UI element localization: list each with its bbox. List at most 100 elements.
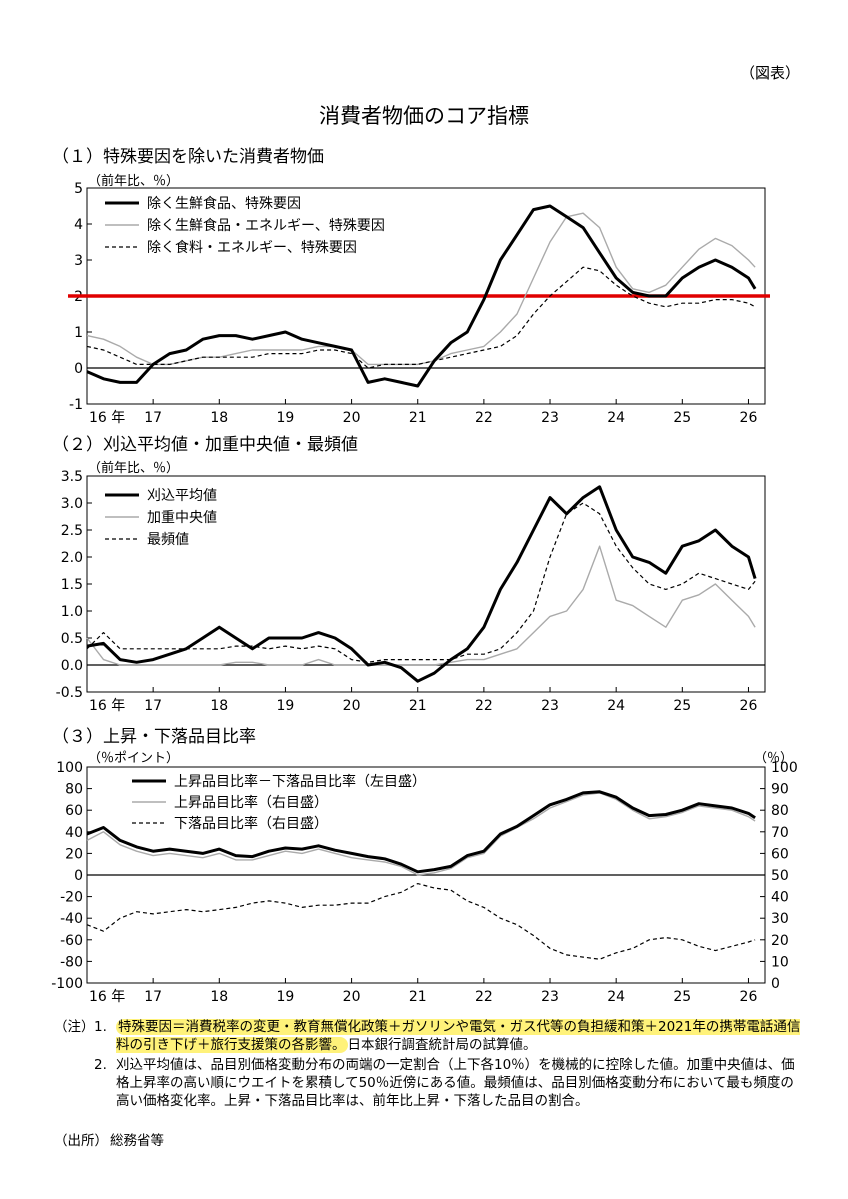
chart-3-xtick-label: 25 xyxy=(673,989,691,1005)
chart-3-ytick-label: -40 xyxy=(60,911,83,927)
chart-2-ytick-label: 3.0 xyxy=(61,496,83,512)
chart-3-legend-label-2: 上昇品目比率（右目盛） xyxy=(174,794,328,811)
chart-1-series-3-line xyxy=(86,266,756,369)
chart-2-series-2-line xyxy=(86,545,756,666)
chart-3-ytick-label: 40 xyxy=(65,825,83,841)
chart-2-legend-label-3: 最頻値 xyxy=(147,532,189,548)
chart-1-legend-label-1: 除く生鮮食品、特殊要因 xyxy=(147,195,301,212)
chart-2-legend-label-1: 刈込平均値 xyxy=(147,488,217,504)
chart-3-ytick-right-label: 80 xyxy=(771,803,789,819)
chart-3-ytick-label: 80 xyxy=(65,782,83,798)
chart-3-ytick-right-label: 60 xyxy=(771,846,789,862)
chart-1-xtick-label: 16 年 xyxy=(89,410,125,426)
chart-2-ytick-label: -0.5 xyxy=(56,685,83,701)
chart-2-xtick-label: 23 xyxy=(541,698,559,714)
figure-tag: （図表） xyxy=(740,64,801,82)
chart-3-series-3-line xyxy=(86,882,756,960)
chart-3-xtick-label: 22 xyxy=(475,989,493,1005)
chart-2-ylabel: （前年比、％） xyxy=(88,460,179,476)
chart-3-xtick-label: 26 xyxy=(740,989,758,1005)
note-1: 特殊要因＝消費税率の変更・教育無償化政策＋ガソリンや電気・ガス代等の負担緩和策＋… xyxy=(116,1018,806,1054)
note-1-number: 1. xyxy=(94,1019,107,1035)
source-label: （出所） xyxy=(54,1133,108,1149)
chart-1-legend-label-3: 除く食料・エネルギー、特殊要因 xyxy=(147,239,357,256)
chart-3-ytick-right-label: 20 xyxy=(771,933,789,949)
chart-1-ytick-label: 1 xyxy=(74,325,83,341)
chart-2-ytick-label: 0.5 xyxy=(61,631,83,647)
chart-2-ytick-label: 1.0 xyxy=(61,604,83,620)
chart-1-legend-label-2: 除く生鮮食品・エネルギー、特殊要因 xyxy=(147,217,385,234)
note-2-number: 2. xyxy=(94,1057,107,1073)
chart-2-legend-label-2: 加重中央値 xyxy=(147,510,217,526)
chart-3-ytick-right-label: 0 xyxy=(771,976,780,992)
chart-3-xtick-label: 19 xyxy=(277,989,295,1005)
notes-label: （注） xyxy=(54,1019,95,1035)
chart-3-xtick-label: 16 年 xyxy=(89,989,125,1005)
chart-1-ytick-label: 5 xyxy=(74,181,83,197)
chart-2-xtick-label: 17 xyxy=(144,698,162,714)
chart-3-ytick-label: 20 xyxy=(65,846,83,862)
chart-1-xtick-label: 19 xyxy=(277,410,295,426)
chart-2-xtick-label: 21 xyxy=(409,698,427,714)
chart-3-ytick-right-label: 30 xyxy=(771,911,789,927)
note-1-text: 日本銀行調査統計局の試算値。 xyxy=(347,1037,537,1053)
chart-3-xtick-label: 17 xyxy=(144,989,162,1005)
chart-2-xtick-label: 22 xyxy=(475,698,493,714)
source-text: 総務省等 xyxy=(110,1133,164,1149)
chart-2-ytick-label: 1.5 xyxy=(61,577,83,593)
chart-3-series-2-line xyxy=(86,792,756,876)
chart-1-ylabel: （前年比、％） xyxy=(88,173,179,189)
chart-1-xtick-label: 17 xyxy=(144,410,162,426)
chart-3-ytick-right-label: 50 xyxy=(771,868,789,884)
chart-1-xtick-label: 23 xyxy=(541,410,559,426)
chart-1-ytick-label: 4 xyxy=(74,217,83,233)
chart-3-ytick-label: -100 xyxy=(51,976,83,992)
chart-1-xtick-label: 24 xyxy=(607,410,625,426)
chart-1-xtick-label: 26 xyxy=(740,410,758,426)
chart-2-xtick-label: 16 年 xyxy=(89,698,125,714)
chart-3-legend-label-1: 上昇品目比率－下落品目比率（左目盛） xyxy=(174,773,426,790)
chart-2-xtick-label: 19 xyxy=(277,698,295,714)
chart-3-ytick-label: -20 xyxy=(60,890,83,906)
chart-1-xtick-label: 20 xyxy=(343,410,361,426)
chart-2-xtick-label: 20 xyxy=(343,698,361,714)
chart-1-xtick-label: 25 xyxy=(673,410,691,426)
chart-2-title: （２）刈込平均値・加重中央値・最頻値 xyxy=(52,435,358,455)
chart-3-ytick-label: -60 xyxy=(60,933,83,949)
chart-3-xtick-label: 23 xyxy=(541,989,559,1005)
chart-3-ylabel-right: （％） xyxy=(754,751,793,766)
chart-1-ytick-label: -1 xyxy=(69,397,83,413)
chart-3-ytick-right-label: 90 xyxy=(771,782,789,798)
chart-2-ytick-label: 0.0 xyxy=(61,658,83,674)
chart-3-xtick-label: 21 xyxy=(409,989,427,1005)
chart-2-ytick-label: 2.0 xyxy=(61,550,83,566)
chart-3-ytick-label: 0 xyxy=(74,868,83,884)
chart-1-series-2-line xyxy=(86,212,756,366)
chart-1-xtick-label: 22 xyxy=(475,410,493,426)
chart-2-series-3-line xyxy=(86,502,756,663)
chart-3-ytick-right-label: 10 xyxy=(771,954,789,970)
chart-1-xtick-label: 21 xyxy=(409,410,427,426)
chart-2-ytick-label: 2.5 xyxy=(61,523,83,539)
page-title: 消費者物価のコア指標 xyxy=(319,104,529,128)
chart-3-xtick-label: 24 xyxy=(607,989,625,1005)
chart-3-ytick-right-label: 100 xyxy=(771,760,798,776)
chart-1-series-1-line xyxy=(86,204,757,388)
chart-1-ytick-label: 3 xyxy=(74,253,83,269)
chart-3-ytick-right-label: 70 xyxy=(771,825,789,841)
chart-3-ytick-label: 60 xyxy=(65,803,83,819)
chart-2-ytick-label: 3.5 xyxy=(61,469,83,485)
chart-2-xtick-label: 18 xyxy=(210,698,228,714)
chart-3-legend-label-3: 下落品目比率（右目盛） xyxy=(174,815,328,832)
chart-3-ylabel: （％ポイント） xyxy=(88,751,179,766)
chart-3-ytick-right-label: 40 xyxy=(771,890,789,906)
note-2-text: 刈込平均値は、品目別価格変動分布の両端の一定割合（上下各10％）を機械的に控除し… xyxy=(116,1057,795,1109)
chart-3-title: （３）上昇・下落品目比率 xyxy=(52,727,256,747)
chart-3-ytick-label: 100 xyxy=(56,760,83,776)
chart-1-title: （１）特殊要因を除いた消費者物価 xyxy=(52,147,324,167)
chart-2-xtick-label: 24 xyxy=(607,698,625,714)
chart-2-xtick-label: 25 xyxy=(673,698,691,714)
chart-2-xtick-label: 26 xyxy=(740,698,758,714)
chart-3-ytick-label: -80 xyxy=(60,954,83,970)
